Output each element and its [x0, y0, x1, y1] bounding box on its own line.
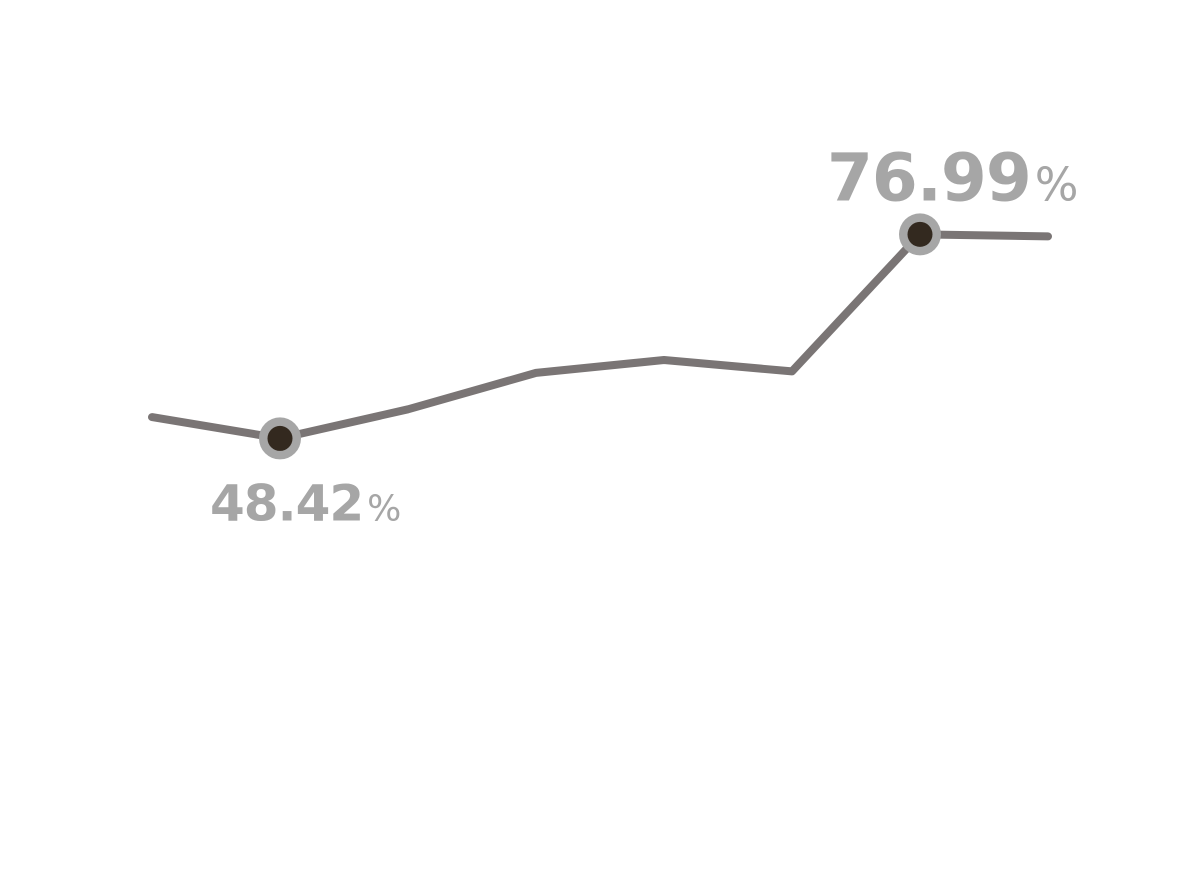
series-line-0 [148, 230, 1052, 443]
data-label-unit-1: % [1035, 157, 1079, 211]
data-label-unit-0: % [367, 488, 401, 529]
highlight-marker-dot-0 [267, 425, 293, 451]
data-label-value-0: 48.42 [210, 474, 363, 532]
data-label-0: 48.42% [210, 474, 401, 532]
data-label-1: 76.99% [827, 139, 1078, 216]
data-label-value-1: 76.99 [827, 139, 1031, 216]
highlight-marker-dot-1 [907, 221, 933, 247]
